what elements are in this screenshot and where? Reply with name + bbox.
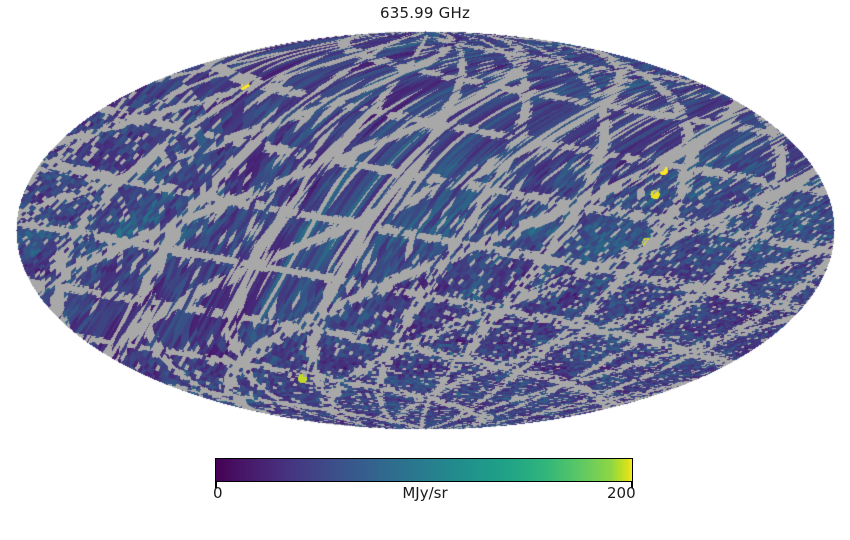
colorbar: [215, 458, 633, 488]
colorbar-min-label: 0: [213, 484, 223, 502]
page-title: 635.99 GHz: [379, 4, 471, 22]
colorbar-gradient: [215, 458, 633, 482]
colorbar-max-label: 200: [607, 484, 636, 502]
sky-map: [15, 30, 835, 430]
colorbar-unit-label: MJy/sr: [402, 484, 448, 502]
mollweide-map-canvas: [15, 30, 835, 430]
colorbar-tick-max: [631, 482, 633, 488]
colorbar-tick-min: [215, 482, 217, 488]
